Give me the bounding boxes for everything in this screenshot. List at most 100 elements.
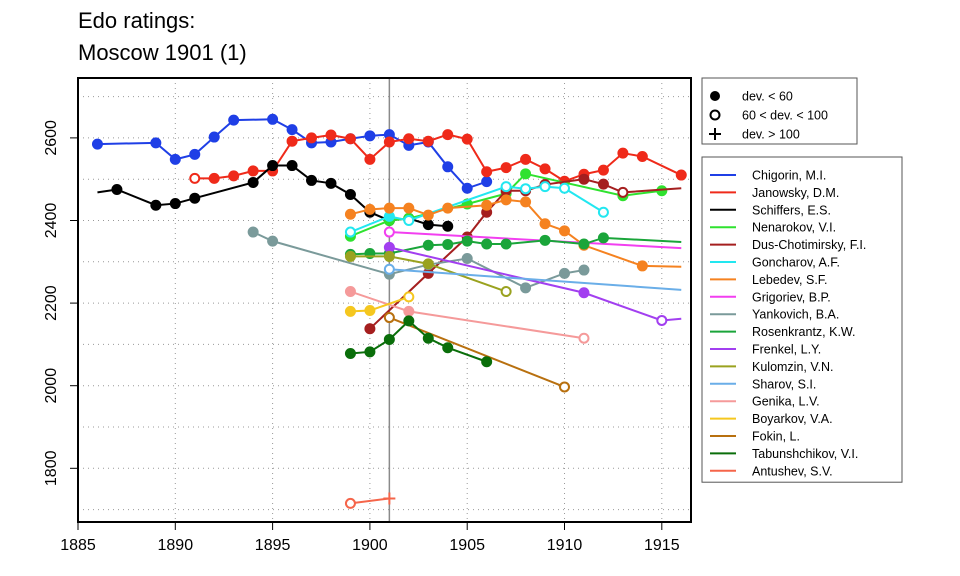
marker-legend-symbol: [710, 91, 720, 101]
data-point: [442, 342, 454, 354]
series-10: [383, 241, 682, 326]
data-point: [636, 150, 648, 162]
legend-entry-label: Kulomzin, V.N.: [752, 360, 834, 374]
series-0: [91, 113, 493, 194]
series-line: [389, 231, 682, 250]
legend-entry-label: Genika, L.V.: [752, 395, 820, 409]
data-point: [500, 194, 512, 206]
data-point: [364, 346, 376, 358]
series-17: [344, 492, 396, 509]
legend-entry-label: Frenkel, L.Y.: [752, 343, 821, 357]
legend-entry-label: Rosenkrantz, K.W.: [752, 325, 856, 339]
data-point: [91, 138, 103, 150]
data-point: [578, 332, 590, 344]
legend-entry-label: Tabunshchikov, V.I.: [752, 447, 858, 461]
data-point: [500, 181, 512, 193]
data-point: [306, 174, 318, 186]
y-tick-label: 2200: [43, 285, 60, 321]
data-point: [364, 153, 376, 165]
data-point: [247, 176, 259, 188]
data-point: [539, 218, 551, 230]
data-point: [286, 135, 298, 147]
data-point: [559, 381, 571, 393]
legend-entry-label: Sharov, S.I.: [752, 377, 816, 391]
series-legend-box: [701, 156, 903, 483]
marker-legend-label: 60 < dev. < 100: [742, 109, 828, 123]
marker-legend-box: [701, 77, 858, 145]
data-point: [481, 238, 493, 250]
x-tick-label: 1895: [255, 537, 291, 554]
data-point: [150, 137, 162, 149]
data-point: [422, 239, 434, 251]
marker-legend-label: dev. < 60: [742, 90, 793, 104]
legend-entry-label: Dus-Chotimirsky, F.I.: [752, 238, 866, 252]
plot-frame: [77, 77, 692, 523]
data-point: [481, 199, 493, 211]
data-point: [208, 131, 220, 143]
data-point: [286, 124, 298, 136]
legend-entry-label: Janowsky, D.M.: [752, 186, 839, 200]
legend-entry-label: Boyarkov, V.A.: [752, 412, 833, 426]
x-tick-label: 1890: [158, 537, 194, 554]
data-point: [422, 209, 434, 221]
data-point: [344, 226, 356, 238]
series-line: [389, 246, 682, 322]
data-point: [383, 312, 395, 324]
data-point: [481, 166, 493, 178]
chart-title-line-2: Moscow 1901 (1): [78, 40, 247, 65]
data-point: [169, 198, 181, 210]
data-point: [442, 220, 454, 232]
data-point: [344, 286, 356, 298]
series-12: [383, 263, 682, 291]
data-point: [617, 186, 629, 198]
data-point: [383, 136, 395, 148]
data-point: [267, 113, 279, 125]
data-point: [403, 305, 415, 317]
data-point: [325, 177, 337, 189]
chart-title-line-1: Edo ratings:: [78, 8, 196, 33]
data-point: [578, 173, 590, 185]
data-point: [403, 214, 415, 226]
data-point: [364, 203, 376, 215]
data-point: [597, 206, 609, 218]
data-point: [189, 148, 201, 160]
legend-entry-label: Nenarokov, V.I.: [752, 221, 836, 235]
data-point: [578, 287, 590, 299]
y-tick-label: 2600: [43, 120, 60, 156]
series-7: [383, 226, 682, 250]
data-point: [344, 497, 356, 509]
data-point: [461, 133, 473, 145]
data-point: [383, 226, 395, 238]
legend-entry-label: Goncharov, A.F.: [752, 256, 840, 270]
data-point: [500, 162, 512, 174]
data-point: [656, 314, 668, 326]
y-tick-label: 2000: [43, 368, 60, 404]
data-point: [597, 178, 609, 190]
data-point: [520, 153, 532, 165]
data-point: [461, 235, 473, 247]
data-point: [286, 160, 298, 172]
data-point: [442, 238, 454, 250]
series-line: [194, 133, 682, 183]
data-point: [344, 347, 356, 359]
data-point: [422, 135, 434, 147]
series-line: [350, 255, 507, 293]
data-point: [383, 250, 395, 262]
data-point: [481, 176, 493, 188]
data-point: [461, 252, 473, 264]
series-1: [189, 129, 687, 187]
legend-entry-label: Lebedev, S.F.: [752, 273, 828, 287]
data-point: [578, 264, 590, 276]
data-point: [559, 267, 571, 279]
series-line: [389, 268, 682, 291]
data-point: [403, 315, 415, 327]
data-point: [422, 332, 434, 344]
series-14: [344, 291, 415, 317]
y-tick-label: 1800: [43, 450, 60, 486]
data-point: [344, 208, 356, 220]
data-point: [578, 238, 590, 250]
data-point: [422, 258, 434, 270]
data-point: [675, 169, 687, 181]
data-point: [500, 286, 512, 298]
data-point: [597, 232, 609, 244]
